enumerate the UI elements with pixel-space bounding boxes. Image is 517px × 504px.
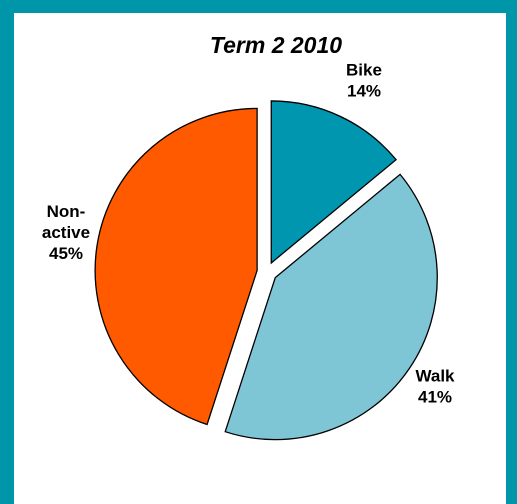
pie-slice-non-active [94, 107, 258, 426]
slice-labels: Bike 14% Walk 41% Non-active 45% [42, 61, 455, 407]
chart-title: Term 2 2010 [210, 32, 342, 58]
pie-slices [94, 100, 438, 441]
pie-slice-walk [224, 173, 438, 441]
slice-label-bike: Bike 14% [346, 61, 382, 101]
pie-slice-bike [270, 100, 397, 265]
slice-label-walk: Walk 41% [415, 367, 455, 407]
slice-label-non-active: Non-active 45% [42, 202, 90, 263]
